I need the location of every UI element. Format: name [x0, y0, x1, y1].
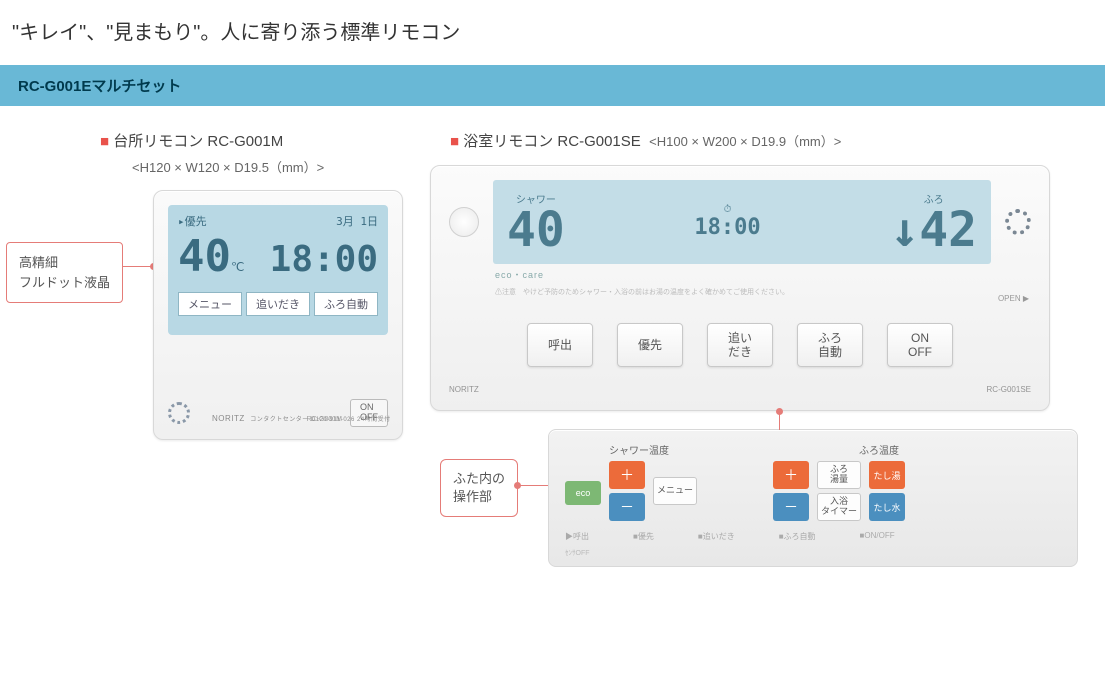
bath-minus-button[interactable]: － [773, 493, 809, 521]
bath-column: ■ 浴室リモコン RC-G001SE <H100 × W200 × D19.9（… [430, 130, 1105, 567]
water-amount-button[interactable]: ふろ 湯量 [817, 461, 861, 489]
kitchen-dims: <H120 × W120 × D19.5（mm）> [132, 157, 430, 176]
eco-button[interactable]: eco [565, 481, 601, 505]
page-title: "キレイ"、"見まもり"。人に寄り添う標準リモコン [0, 0, 1105, 65]
inner-callout: ふた内の 操作部 [440, 459, 518, 517]
shower-temp: 40 [507, 206, 565, 254]
open-label: OPEN ▶ [998, 294, 1029, 303]
inner-leader [518, 485, 548, 486]
bath-button-row: 呼出 優先 追い だき ふろ 自動 ON OFF [449, 323, 1031, 367]
add-cold-button[interactable]: たし水 [869, 493, 905, 521]
product-row: ■ 台所リモコン RC-G001M <H120 × W120 × D19.5（m… [0, 106, 1105, 567]
model-label: RC-G001M [307, 416, 342, 423]
onoff-button[interactable]: ON OFF [887, 323, 953, 367]
bath-clock: 18:00 [694, 215, 760, 240]
product-band: RC-G001Eマルチセット [0, 65, 1105, 106]
auto-button[interactable]: ふろ 自動 [797, 323, 863, 367]
speaker-icon [168, 402, 190, 424]
bath-temp: ↓42 [890, 206, 977, 254]
bath-timer-button[interactable]: 入浴 タイマー [817, 493, 861, 521]
lcd-clock: 18:00 [270, 239, 378, 280]
soft-btn-reheat[interactable]: 追いだき [246, 292, 310, 316]
warning-text: ⚠注意 やけど予防のためシャワー・入浴の前はお湯の温度をよく確かめてご使用くださ… [495, 287, 1031, 297]
bullet-icon: ■ [100, 133, 109, 150]
pointer-line [779, 412, 780, 430]
model-label: RC-G001SE [987, 385, 1031, 394]
soft-btn-auto[interactable]: ふろ自動 [314, 292, 378, 316]
clock-icon: ⏱ [724, 204, 732, 215]
lcd-date: 3月 1日 [336, 213, 378, 229]
add-hot-button[interactable]: たし湯 [869, 461, 905, 489]
kitchen-heading: ■ 台所リモコン RC-G001M [100, 130, 430, 151]
lcd-temp-unit: ℃ [231, 260, 244, 274]
bath-dims: <H100 × W200 × D19.9（mm）> [649, 134, 841, 149]
soft-btn-menu[interactable]: メニュー [178, 292, 242, 316]
maker-label: NORITZ [449, 385, 479, 394]
kitchen-remote: ▸優先 3月 1日 40℃ 18:00 メニュー 追いだき ふろ自動 [153, 190, 403, 440]
talk-button[interactable] [449, 207, 479, 237]
call-button[interactable]: 呼出 [527, 323, 593, 367]
reheat-button[interactable]: 追い だき [707, 323, 773, 367]
menu-button[interactable]: メニュー [653, 477, 697, 505]
priority-button[interactable]: 優先 [617, 323, 683, 367]
kitchen-lcd: ▸優先 3月 1日 40℃ 18:00 メニュー 追いだき ふろ自動 [168, 205, 388, 335]
lcd-soft-buttons: メニュー 追いだき ふろ自動 [178, 292, 378, 316]
inner-tiny: ｾﾝｻOFF [565, 548, 1061, 558]
kitchen-column: ■ 台所リモコン RC-G001M <H120 × W120 × D19.5（m… [0, 130, 430, 567]
inner-footer: ▶呼出 ■優先 ■追いだき ■ふろ自動 ■ON/OFF [565, 531, 1061, 542]
bullet-icon: ■ [450, 133, 459, 150]
inner-panel-wrap: ふた内の 操作部 シャワー温度 ふろ温度 eco ＋ － メニュー [440, 429, 1105, 567]
shower-plus-button[interactable]: ＋ [609, 461, 645, 489]
bath-remote: シャワー 40 ⏱ 18:00 ふろ ↓42 eco・care ⚠注意 やけど予… [430, 165, 1050, 411]
bath-heading-text: 浴室リモコン RC-G001SE [463, 133, 641, 150]
bath-lcd: シャワー 40 ⏱ 18:00 ふろ ↓42 [493, 180, 991, 264]
kitchen-heading-text: 台所リモコン RC-G001M [113, 133, 283, 150]
eco-care-label: eco・care [495, 268, 1031, 281]
bath-temp-label: ふろ温度 [859, 442, 899, 457]
bath-plus-button[interactable]: ＋ [773, 461, 809, 489]
inner-panel: シャワー温度 ふろ温度 eco ＋ － メニュー ＋ － [548, 429, 1078, 567]
callout-leader [123, 266, 153, 267]
lcd-priority: ▸優先 [178, 213, 207, 229]
shower-minus-button[interactable]: － [609, 493, 645, 521]
kitchen-callout: 高精細 フルドット液晶 [6, 242, 123, 303]
shower-temp-label: シャワー温度 [609, 442, 669, 457]
lcd-temp: 40 [178, 231, 231, 282]
bath-heading: ■ 浴室リモコン RC-G001SE <H100 × W200 × D19.9（… [450, 130, 1105, 151]
speaker-icon [1005, 209, 1031, 235]
maker-label: NORITZ コンタクトセンター D120-911-026 24時間受付 [212, 414, 391, 423]
